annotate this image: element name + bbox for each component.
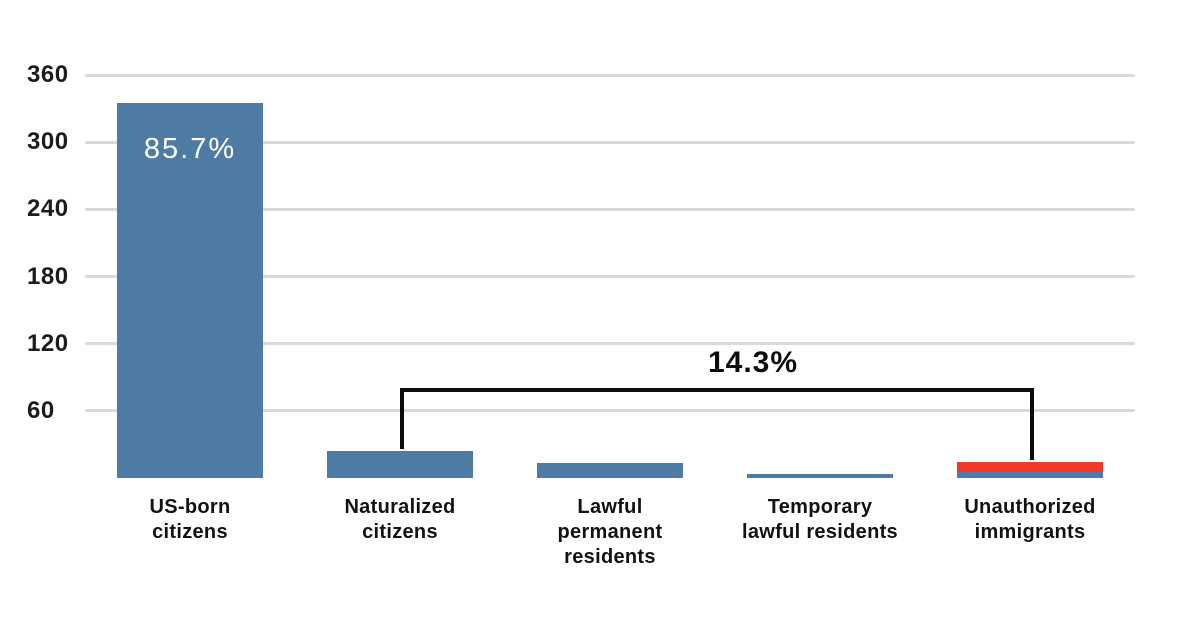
x-axis-category-label: Naturalized citizens (285, 495, 515, 545)
gridline (85, 275, 1135, 278)
x-axis-category-label: Temporary lawful residents (705, 495, 935, 545)
x-axis-category-label-line: Naturalized (344, 496, 456, 518)
x-axis-category-label-line: US-born (149, 496, 231, 518)
y-axis-tick-label: 120 (27, 329, 69, 357)
x-axis-category-label-line: Temporary (767, 496, 873, 518)
bar (747, 473, 893, 478)
bracket-line-horizontal (400, 388, 1034, 392)
x-axis-category-label-line: citizens (152, 521, 228, 543)
bracket-line-right (1030, 388, 1034, 461)
x-axis-category-label: Lawful permanent residents (495, 495, 725, 570)
y-axis-tick-label: 60 (27, 396, 55, 424)
y-axis-tick-label: 360 (27, 61, 69, 88)
gridline (85, 73, 1135, 77)
gridline (85, 342, 1135, 346)
annotation-minority-percent: 14.3% (707, 346, 799, 379)
bar-segment-highlight (957, 462, 1103, 472)
x-axis-category-label-line: Unauthorized (964, 496, 1096, 518)
bar-segment-base (957, 471, 1103, 478)
x-axis-category-label-line: lawful residents (742, 521, 898, 543)
bar (327, 451, 473, 478)
y-axis-tick-label: 180 (27, 262, 69, 290)
bar (537, 463, 683, 478)
gridline (85, 140, 1135, 144)
annotation-majority-percent: 85.7% (143, 132, 237, 165)
bracket-line-left (400, 388, 404, 450)
gridline (85, 409, 1135, 413)
x-axis-category-label-line: residents (564, 546, 656, 568)
bar (957, 462, 1103, 478)
x-axis-category-label-line: citizens (362, 521, 438, 543)
y-axis-tick-label: 240 (27, 195, 69, 223)
x-axis-category-label: Unauthorized immigrants (915, 495, 1145, 545)
x-axis-category-label-line: permanent (557, 521, 663, 543)
x-axis-category-label-line: Lawful (577, 496, 643, 518)
x-axis-category-label: US-born citizens (75, 495, 305, 545)
gridline (85, 207, 1135, 211)
x-axis-category-label-line: immigrants (974, 521, 1086, 543)
y-axis-tick-label: 300 (27, 128, 69, 156)
bar (117, 102, 263, 478)
